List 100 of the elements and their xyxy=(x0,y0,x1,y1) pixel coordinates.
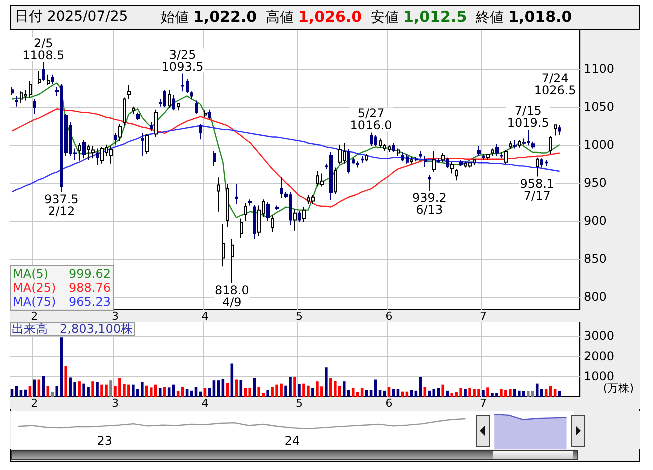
y-tick-label: 1000 xyxy=(584,370,615,384)
candlestick xyxy=(379,138,382,148)
x-tick-label: 23 xyxy=(97,434,112,448)
candlestick xyxy=(91,146,95,160)
text: MA(25) 988.76 xyxy=(13,281,111,295)
bar xyxy=(168,388,171,397)
candlestick xyxy=(38,70,41,85)
candlestick xyxy=(154,109,158,138)
bar xyxy=(446,390,449,397)
annotation: 818.0 4/9 xyxy=(214,283,250,310)
candlestick xyxy=(329,152,333,201)
candlestick xyxy=(266,201,270,222)
annotation: 7/15 1019.5 xyxy=(507,104,550,130)
candlestick xyxy=(500,152,503,160)
candlestick xyxy=(141,132,144,157)
candlestick xyxy=(222,224,225,268)
candlestick xyxy=(213,150,216,167)
annotation: 937.5 2/12 xyxy=(44,192,79,218)
candlestick xyxy=(459,160,463,167)
candlestick xyxy=(437,158,440,164)
candlestick xyxy=(446,157,449,169)
bar xyxy=(110,380,112,397)
candlestick xyxy=(311,194,315,205)
annotation: 939.2 6/13 xyxy=(412,191,447,218)
bar xyxy=(294,377,296,397)
candlestick xyxy=(217,177,220,212)
bar xyxy=(244,388,248,397)
candlestick xyxy=(477,146,481,157)
candlestick xyxy=(410,156,413,164)
candlestick xyxy=(11,86,14,96)
bar xyxy=(186,390,189,397)
candlestick xyxy=(388,145,391,153)
candlestick xyxy=(432,150,436,173)
candlestick xyxy=(419,150,422,158)
x-tick-label: 4 xyxy=(202,310,209,323)
bar xyxy=(342,382,346,397)
annotation: 2/5 1108.5 xyxy=(22,36,65,62)
candlestick xyxy=(240,218,243,239)
candlestick xyxy=(334,167,337,195)
bar xyxy=(536,384,539,397)
bar xyxy=(424,387,427,397)
candlestick xyxy=(513,140,517,150)
bar xyxy=(96,382,99,397)
candlestick xyxy=(181,73,184,92)
y-axis-title: (万株) xyxy=(603,381,634,396)
candlestick xyxy=(127,85,131,100)
x-tick-label: 3 xyxy=(112,397,119,410)
candlestick xyxy=(392,142,395,153)
annotation: 5/27 1016.0 xyxy=(350,106,392,133)
candlestick xyxy=(253,204,256,240)
candlestick xyxy=(82,140,86,160)
candlestick xyxy=(320,173,324,188)
candlestick xyxy=(298,210,301,223)
candlestick xyxy=(455,168,458,182)
bar xyxy=(482,390,485,397)
bar xyxy=(325,368,328,397)
candlestick xyxy=(370,132,373,147)
candlestick xyxy=(540,158,543,168)
y-tick-label: 3000 xyxy=(584,329,615,344)
candlestick xyxy=(150,122,153,132)
y-tick-label: 800 xyxy=(584,290,607,304)
text: MA(5) 999.62 xyxy=(13,267,111,281)
candlestick xyxy=(168,90,171,109)
candlestick xyxy=(47,74,50,86)
candlestick xyxy=(428,174,431,192)
candlestick xyxy=(482,154,485,161)
candlestick xyxy=(123,97,126,126)
text: 高値 1,026.0 xyxy=(266,8,362,26)
chart-title: 日付 2025/07/25 xyxy=(15,8,128,27)
candlestick xyxy=(204,110,207,118)
candlestick xyxy=(78,142,81,162)
x-tick-label: 3 xyxy=(112,310,119,323)
bar xyxy=(464,390,467,397)
candlestick xyxy=(549,136,552,155)
candlestick xyxy=(20,91,23,104)
candlestick xyxy=(491,148,494,157)
candlestick xyxy=(24,90,27,102)
candlestick xyxy=(145,134,149,155)
candlestick xyxy=(352,157,355,164)
bar xyxy=(163,387,166,397)
candlestick xyxy=(132,106,135,115)
x-tick-label: 5 xyxy=(296,310,303,323)
chart-title: 出来高 2,803,100株 xyxy=(10,322,136,336)
candlestick xyxy=(100,146,104,164)
bar xyxy=(442,384,444,397)
y-tick-label: 1050 xyxy=(584,100,615,114)
bar xyxy=(222,379,225,397)
candlestick xyxy=(275,205,279,211)
candlestick xyxy=(186,78,189,94)
candlestick xyxy=(356,161,359,168)
candlestick xyxy=(96,148,99,166)
bar xyxy=(240,380,243,397)
bar xyxy=(432,390,436,397)
annotation: 3/25 1093.5 xyxy=(162,48,204,74)
candlestick xyxy=(109,146,113,164)
candlestick xyxy=(280,177,283,199)
candlestick xyxy=(195,100,198,115)
bar xyxy=(212,380,216,397)
candlestick xyxy=(136,112,140,122)
candlestick xyxy=(558,124,561,136)
